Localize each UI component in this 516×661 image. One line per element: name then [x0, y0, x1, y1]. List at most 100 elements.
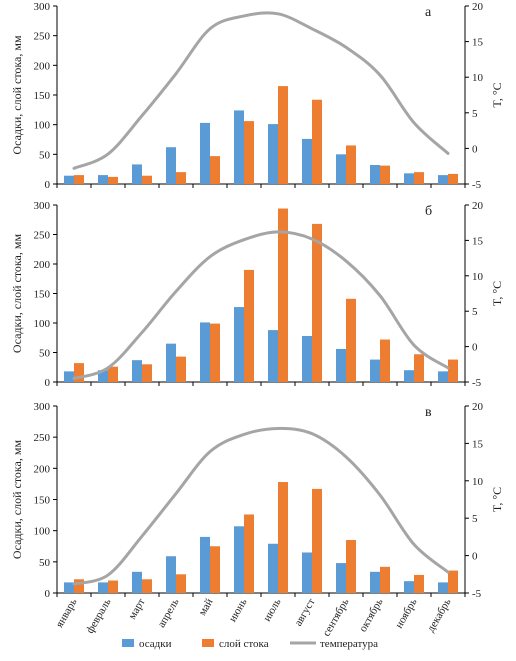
y2-tick-label: 20	[472, 1, 484, 13]
x-tick-label: январь	[54, 597, 80, 630]
bar-precipitation	[268, 543, 278, 593]
y-tick-label: 250	[34, 31, 51, 43]
bar-runoff	[244, 269, 254, 382]
bar-precipitation	[234, 526, 244, 593]
legend-label: температура	[320, 638, 378, 650]
bar-runoff	[74, 363, 84, 382]
x-tick-label: июнь	[227, 597, 250, 625]
x-tick-label: октябрь	[357, 597, 386, 635]
bar-runoff	[380, 339, 390, 382]
legend-label: слой стока	[219, 638, 269, 650]
bar-runoff	[142, 364, 152, 382]
y2-tick-label: 0	[472, 143, 478, 155]
bar-precipitation	[64, 371, 74, 382]
bar-runoff	[414, 354, 424, 382]
bar-runoff	[176, 172, 186, 184]
bar-precipitation	[200, 536, 210, 593]
y-tick-label: 100	[34, 120, 51, 132]
y-tick-label: 300	[34, 401, 51, 413]
bar-runoff	[210, 156, 220, 184]
bar-precipitation	[64, 582, 74, 593]
bar-runoff	[176, 574, 186, 593]
bar-precipitation	[132, 360, 142, 382]
y-tick-label: 50	[39, 348, 51, 360]
x-tick-label: сентябрь	[320, 597, 351, 639]
bar-precipitation	[302, 138, 312, 184]
bar-precipitation	[64, 175, 74, 184]
bar-precipitation	[234, 307, 244, 382]
panel-label: б	[425, 204, 432, 219]
y2-tick-label: 15	[472, 37, 484, 49]
x-tick-label: март	[126, 596, 147, 621]
y2-tick-label: 10	[472, 271, 484, 283]
bar-precipitation	[132, 571, 142, 593]
y-tick-label: 150	[34, 90, 51, 102]
bar-precipitation	[166, 147, 176, 184]
y-tick-label: 250	[34, 230, 51, 242]
bar-precipitation	[200, 122, 210, 184]
bar-runoff	[74, 579, 84, 593]
bar-runoff	[210, 546, 220, 593]
bar-runoff	[244, 514, 254, 593]
y-tick-label: 300	[34, 1, 51, 13]
bar-precipitation	[98, 582, 108, 593]
bar-precipitation	[438, 175, 448, 184]
temperature-line	[72, 230, 450, 380]
y-axis-title: Осадки, слой стока, мм	[10, 234, 24, 354]
bar-precipitation	[438, 371, 448, 382]
x-tick-label: ноябрь	[393, 597, 420, 631]
bar-precipitation	[268, 124, 278, 184]
bar-runoff	[108, 366, 118, 382]
bar-runoff	[380, 566, 390, 593]
bar-runoff	[414, 574, 424, 593]
bar-runoff	[346, 145, 356, 184]
legend-swatch	[202, 639, 214, 647]
y2-tick-label: -5	[472, 179, 482, 191]
temperature-line	[72, 11, 450, 170]
y2-tick-label: -5	[472, 588, 482, 600]
bar-runoff	[210, 323, 220, 382]
bar-precipitation	[404, 581, 414, 593]
bar-precipitation	[336, 563, 346, 593]
x-tick-label: декабрь	[425, 597, 454, 635]
y2-tick-label: 15	[472, 235, 484, 247]
bar-precipitation	[98, 175, 108, 184]
x-tick-label: май	[196, 596, 215, 617]
y-tick-label: 0	[45, 588, 51, 600]
y2-axis-title: T, °C	[490, 82, 504, 107]
bar-runoff	[278, 208, 288, 382]
x-tick-label: июль	[261, 597, 284, 624]
y2-tick-label: 10	[472, 476, 484, 488]
y-tick-label: 0	[45, 377, 51, 389]
y2-tick-label: 5	[472, 306, 478, 318]
legend-swatch	[122, 639, 134, 647]
y2-tick-label: 20	[472, 200, 484, 212]
bar-precipitation	[404, 173, 414, 184]
legend-label: осадки	[139, 638, 172, 650]
y-tick-label: 50	[39, 149, 51, 161]
panel-label: а	[425, 5, 432, 20]
y2-axis-title: T, °C	[490, 487, 504, 512]
y2-tick-label: 0	[472, 551, 478, 563]
bar-runoff	[380, 165, 390, 184]
bar-runoff	[108, 580, 118, 593]
bar-runoff	[142, 579, 152, 593]
bar-runoff	[312, 223, 322, 382]
y-tick-label: 200	[34, 463, 51, 475]
bar-precipitation	[370, 359, 380, 382]
panel-label: в	[425, 405, 432, 420]
bar-runoff	[244, 121, 254, 184]
bar-runoff	[278, 86, 288, 184]
bar-precipitation	[370, 571, 380, 593]
bar-precipitation	[370, 165, 380, 184]
y-tick-label: 100	[34, 318, 51, 330]
bar-precipitation	[302, 552, 312, 593]
bar-runoff	[346, 540, 356, 593]
y-tick-label: 150	[34, 495, 51, 507]
y2-tick-label: 20	[472, 401, 484, 413]
bar-precipitation	[166, 343, 176, 382]
bar-precipitation	[200, 322, 210, 382]
y-axis-title: Осадки, слой стока, мм	[10, 440, 24, 560]
